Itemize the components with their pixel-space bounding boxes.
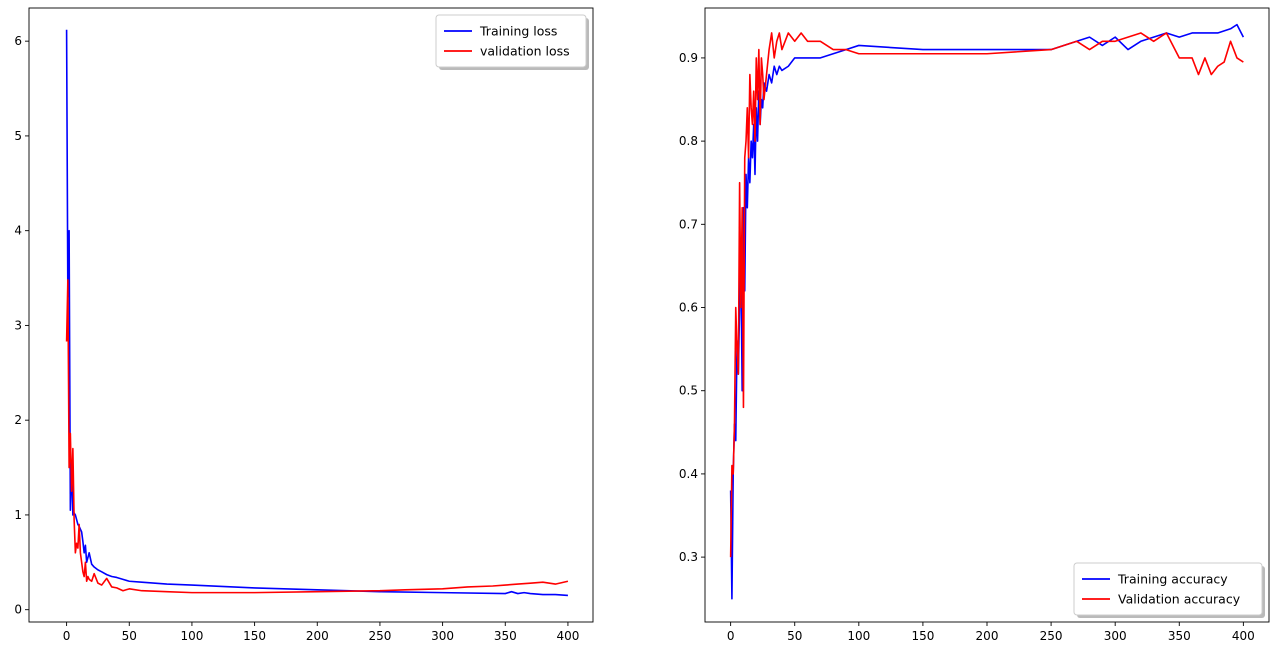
y-tick-label: 1 xyxy=(14,508,22,522)
legend-label: Training accuracy xyxy=(1117,572,1228,587)
y-tick-label: 0.6 xyxy=(679,301,698,315)
chart-panel-1: 0 50 100 150 200 250 300 350 400 0 1 2 3 4 5 6 Training … xyxy=(14,7,594,643)
legend-label: Training loss xyxy=(479,24,557,39)
x-tick-label: 350 xyxy=(494,629,517,643)
plot-area xyxy=(29,8,593,622)
x-tick-label: 200 xyxy=(976,629,999,643)
y-tick-label: 0.5 xyxy=(679,384,698,398)
legend-label: validation loss xyxy=(480,44,570,59)
plot-frame xyxy=(28,7,594,623)
x-tick-label: 400 xyxy=(556,629,579,643)
legend-label: Validation accuracy xyxy=(1118,592,1241,607)
y-tick-label: 5 xyxy=(14,129,22,143)
y-tick-label: 0.9 xyxy=(679,51,698,65)
y-tick-label: 0.7 xyxy=(679,217,698,231)
x-tick-label: 250 xyxy=(368,629,391,643)
chart-panel-2: 0 50 100 150 200 250 300 350 400 0.3 0.4 0.5 0.6 0.7 0… xyxy=(679,7,1270,643)
x-tick-label: 100 xyxy=(847,629,870,643)
legend-box xyxy=(435,14,587,68)
x-tick-label: 350 xyxy=(1168,629,1191,643)
legend: Training loss validation loss xyxy=(435,14,589,70)
x-tick-label: 250 xyxy=(1040,629,1063,643)
series-line-validation-accuracy xyxy=(729,32,1244,558)
y-tick-label: 0 xyxy=(14,603,22,617)
x-tick-label: 200 xyxy=(306,629,329,643)
y-tick-label: 0.8 xyxy=(679,134,698,148)
y-tick-label: 4 xyxy=(14,224,22,238)
x-tick-label: 50 xyxy=(787,629,802,643)
x-tick-label: 400 xyxy=(1232,629,1255,643)
x-tick-label: 0 xyxy=(727,629,735,643)
x-tick-label: 150 xyxy=(243,629,266,643)
plot-area xyxy=(705,8,1269,622)
legend: Training accuracy Validation accuracy xyxy=(1073,562,1265,618)
x-tick-label: 50 xyxy=(122,629,137,643)
x-tick-label: 300 xyxy=(431,629,454,643)
y-tick-label: 3 xyxy=(14,318,22,332)
legend-box xyxy=(1073,562,1263,616)
y-tick-label: 0.4 xyxy=(679,467,698,481)
x-tick-label: 100 xyxy=(180,629,203,643)
x-tick-label: 150 xyxy=(911,629,934,643)
y-tick-label: 2 xyxy=(14,413,22,427)
series-line-training-accuracy xyxy=(729,23,1245,600)
series-line-training-loss xyxy=(65,29,568,597)
x-tick-label: 0 xyxy=(63,629,71,643)
series-line-validation-loss xyxy=(65,279,569,594)
y-tick-label: 0.3 xyxy=(679,550,698,564)
x-tick-label: 300 xyxy=(1104,629,1127,643)
y-tick-label: 6 xyxy=(14,34,22,48)
